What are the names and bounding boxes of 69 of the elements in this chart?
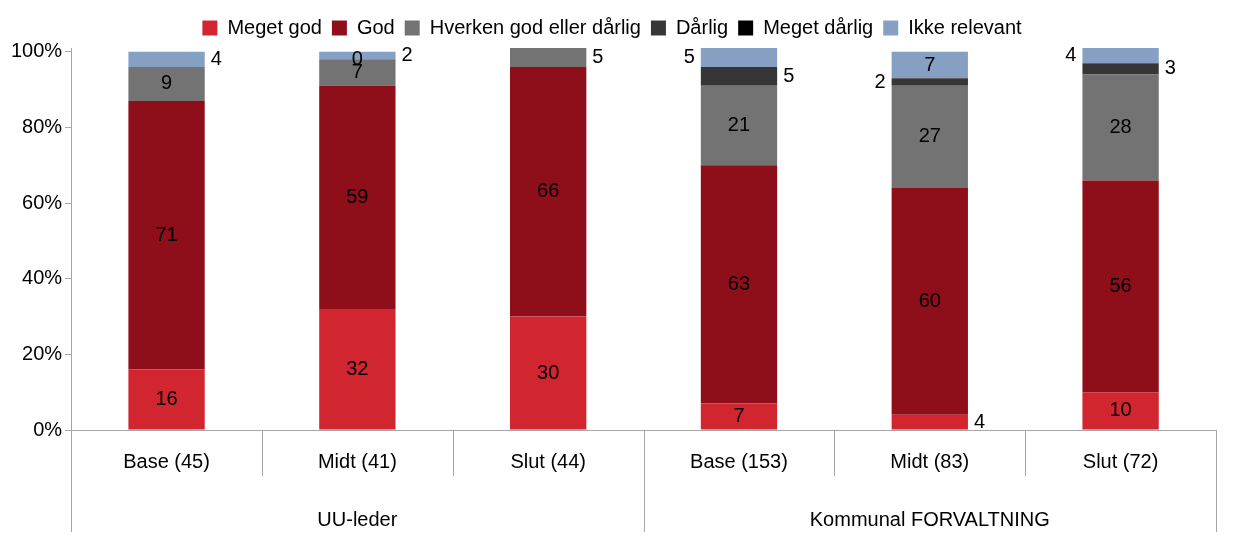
bar [891, 78, 968, 86]
bar [1082, 74, 1159, 181]
data-label: 60 [918, 288, 941, 311]
y-tick-label: 60% [22, 190, 63, 213]
x-tick-label: Slut (44) [510, 449, 586, 472]
bar [891, 85, 968, 188]
data-label: 16 [155, 387, 178, 410]
bar [700, 48, 778, 67]
data-label: 4 [210, 46, 222, 69]
data-label: 5 [683, 44, 695, 67]
x-tick-label: Slut (72) [1082, 449, 1159, 472]
data-label: 7 [733, 404, 745, 427]
bar [700, 403, 778, 430]
y-tick-label: 80% [22, 114, 63, 137]
data-label: 59 [346, 184, 369, 207]
bar [128, 100, 205, 370]
bar [510, 48, 587, 67]
legend-label: Meget dårlig [763, 15, 874, 38]
bar [891, 51, 968, 79]
bar [700, 85, 778, 166]
x-tick-label: Base (45) [123, 449, 210, 472]
bar [319, 308, 396, 430]
bar [1082, 48, 1159, 64]
data-label: 7 [924, 52, 936, 75]
data-label: 2 [874, 69, 886, 92]
x-tick-label: Midt (41) [317, 449, 397, 472]
bar [128, 369, 205, 430]
data-label: 66 [537, 179, 560, 202]
data-label: 9 [160, 71, 173, 94]
data-label: 21 [727, 113, 751, 136]
bar [891, 414, 968, 430]
y-tick-label: 100% [11, 39, 63, 62]
bar [700, 165, 778, 404]
legend-label: Meget god [227, 15, 322, 38]
legend-label: God [356, 15, 395, 38]
text: Kommunal FORVALTNING [809, 507, 1050, 530]
bar [128, 66, 205, 101]
data-label: 56 [1109, 273, 1132, 296]
text: UU-leder [317, 507, 398, 530]
bar [510, 66, 587, 317]
y-tick-label: 0% [33, 417, 63, 440]
legend-label: Hverken god eller dårlig [429, 15, 641, 38]
data-label: 4 [973, 409, 986, 432]
bar [510, 316, 587, 430]
y-tick-label: 20% [22, 341, 63, 364]
data-label: 10 [1109, 398, 1132, 421]
y-tick-label: 40% [22, 266, 63, 289]
bar [1082, 63, 1159, 75]
data-label: 5 [592, 44, 604, 67]
legend-label: Dårlig [675, 15, 729, 38]
data-label: 5 [783, 63, 795, 86]
data-label: 30 [537, 360, 560, 383]
legend-label: Ikke relevant [908, 15, 1023, 38]
data-label: 71 [155, 222, 178, 245]
data-label: 4 [1065, 43, 1077, 66]
bar [1082, 392, 1159, 430]
bar [891, 187, 968, 415]
data-label: 27 [918, 124, 941, 147]
bar [700, 66, 778, 86]
data-label: 3 [1164, 56, 1176, 79]
bar [319, 85, 396, 309]
data-label: 63 [727, 271, 751, 294]
bar [1082, 180, 1159, 393]
data-label: 28 [1109, 114, 1132, 137]
data-label: 2 [401, 43, 413, 66]
bar [128, 51, 205, 67]
x-tick-label: Midt (83) [890, 449, 970, 472]
x-tick-label: Base (153) [690, 449, 788, 472]
data-label: 32 [346, 356, 369, 379]
